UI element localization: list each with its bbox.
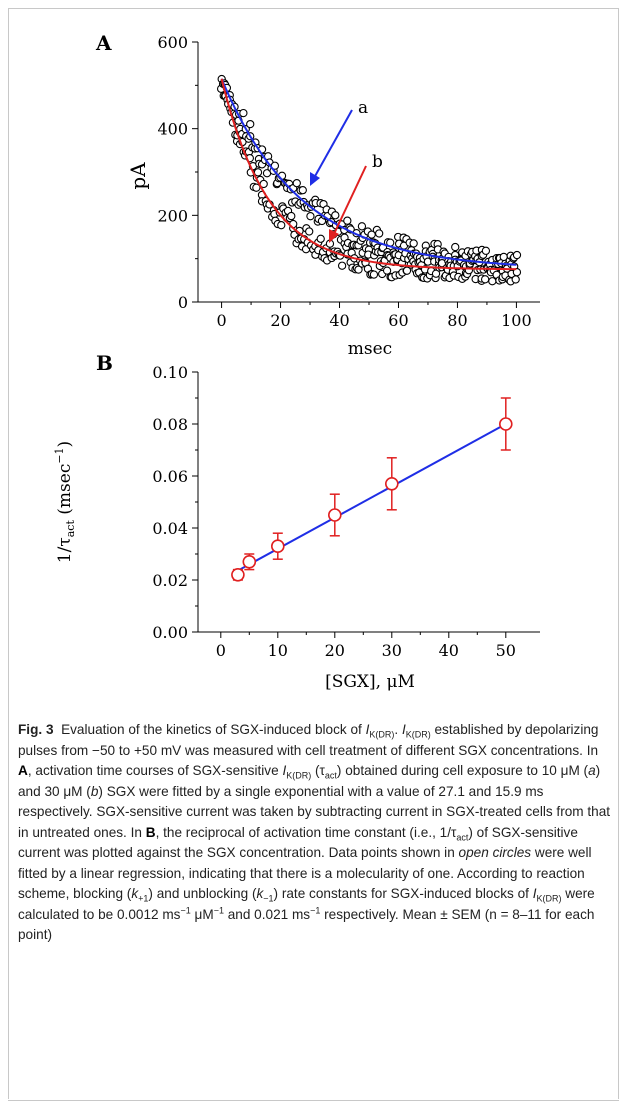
panel-b-x-tick-label: 10	[268, 641, 288, 660]
panel-a-data-point	[382, 266, 392, 275]
annotation-a-arrow	[313, 109, 353, 179]
annotation-a-arrowhead	[310, 172, 320, 186]
panel-a-data-point	[488, 277, 497, 286]
panel-b-y-tick-label: 0.08	[152, 415, 188, 434]
panel-a-x-label: msec	[348, 339, 392, 359]
panel-a-data-point	[277, 221, 286, 230]
panel-a-data-point	[369, 270, 379, 279]
panel-a-data-point	[305, 227, 314, 236]
panel-a-y-label: pA	[126, 162, 150, 190]
caption-label: Fig. 3	[18, 722, 54, 737]
panel-b-x-tick-label: 20	[325, 641, 345, 660]
panel-a-data-point	[409, 239, 418, 248]
panel-b-data-points	[231, 397, 513, 582]
figure-frame	[8, 8, 619, 1099]
panel-a-data-point	[316, 234, 325, 243]
panel-a-data-point	[298, 185, 307, 195]
panel-a-data-point	[252, 183, 261, 192]
panel-a-y-tick-label: 0	[178, 293, 188, 312]
panel-a-data-point	[253, 168, 263, 177]
panel-a-data-point	[306, 212, 315, 221]
panel-a-x-tick-label: 20	[270, 311, 290, 330]
panel-a-fit-b	[220, 78, 517, 271]
panel-a-data-point	[239, 108, 248, 118]
panel-a-data-point	[287, 211, 296, 221]
panel-b-data-point	[231, 567, 245, 582]
panel-a-data-point	[246, 119, 255, 129]
panel-a-label: A	[95, 31, 112, 55]
panel-a-x-tick-label: 0	[216, 311, 226, 330]
panel-b-y-tick-label: 0.10	[152, 363, 188, 382]
panel-a-data-point	[511, 275, 520, 284]
annotation-b-arrowhead	[329, 229, 339, 243]
annotation-a-label: a	[358, 98, 368, 118]
panel-a-x-tick-label: 40	[329, 311, 349, 330]
panel-a-data-point	[451, 242, 460, 252]
panel-b-label: B	[96, 351, 113, 375]
annotation-b-label: b	[372, 152, 383, 172]
panel-a-data-point	[480, 275, 490, 284]
panel-a-chart: A 0 20 40 60 80 100 0 200 400 600 a b pA msec	[95, 31, 540, 359]
panel-a-data-circles	[216, 74, 522, 286]
panel-a-data-point	[375, 229, 384, 238]
panel-a-x-tick-label: 80	[447, 311, 467, 330]
panel-a-data-point	[292, 178, 301, 188]
panel-b-y-tick-label: 0.02	[152, 571, 188, 590]
panel-a-fit-a	[220, 78, 517, 266]
figure-caption: Fig. 3 Evaluation of the kinetics of SGX…	[18, 722, 611, 942]
panel-b-x-tick-label: 40	[439, 641, 459, 660]
panel-b-x-tick-label: 30	[382, 641, 402, 660]
panel-a-data-point	[481, 246, 491, 255]
figure-bottom-rule	[8, 1100, 619, 1101]
panel-a-data-point	[512, 250, 522, 260]
panel-b-x-tick-label: 0	[216, 641, 226, 660]
panel-a-data-point	[402, 266, 412, 275]
panel-b-y-tick-label: 0.00	[152, 623, 188, 642]
panel-a-data-point	[357, 222, 367, 231]
panel-a-y-tick-label: 200	[157, 206, 188, 225]
panel-b-data-point	[242, 554, 257, 569]
panel-b-data-point	[270, 539, 285, 554]
panel-a-data-point	[343, 216, 352, 225]
panel-a-data-point	[512, 268, 522, 277]
panel-a-data-point	[337, 261, 347, 270]
panel-a-x-tick-label: 100	[501, 311, 532, 330]
panel-b-y-tick-label: 0.04	[152, 519, 188, 538]
panel-b-x-label: [SGX], μM	[325, 672, 415, 692]
annotation-b-arrow	[333, 165, 367, 235]
panel-b-data-point	[498, 417, 513, 431]
panel-a-data-point	[354, 265, 363, 274]
panel-b-chart: B 0 10 20 30 40 50 0.00 0.02 0.04 0.06 0.08 0.10 1/…	[53, 351, 540, 692]
panel-a-x-tick-label: 60	[388, 311, 408, 330]
panel-b-y-tick-label: 0.06	[152, 467, 188, 486]
panel-b-y-label: 1/τact (msec−1)	[53, 441, 77, 563]
panel-a-data-point	[331, 211, 340, 220]
panel-b-data-point	[384, 476, 399, 491]
panel-a-y-tick-label: 400	[157, 120, 188, 139]
panel-a-y-tick-label: 600	[157, 33, 188, 52]
panel-b-data-point	[327, 508, 342, 522]
panel-b-x-tick-label: 50	[496, 641, 516, 660]
